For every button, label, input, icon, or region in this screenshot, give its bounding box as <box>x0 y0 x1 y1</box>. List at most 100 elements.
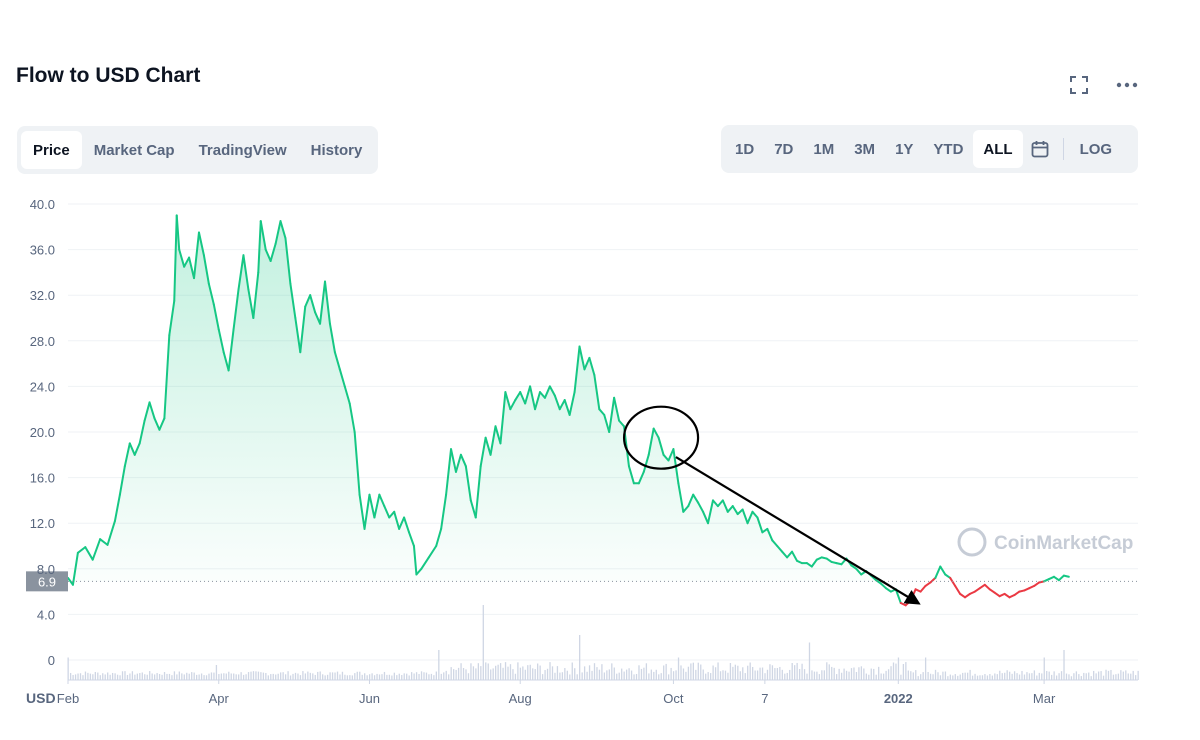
price-line-segment <box>138 419 146 445</box>
price-line-segment <box>484 436 492 456</box>
volume-bar <box>756 670 759 680</box>
price-line-segment <box>183 256 191 268</box>
volume-bar <box>667 674 670 680</box>
volume-bar <box>858 667 860 680</box>
volume-bar <box>831 666 833 680</box>
volume-bar <box>364 673 366 680</box>
price-line-segment <box>469 499 477 519</box>
volume-bar <box>344 674 346 680</box>
range-1d[interactable]: 1D <box>735 140 755 158</box>
price-line-segment <box>193 231 200 280</box>
log-toggle[interactable]: LOG <box>1079 140 1113 158</box>
volume-bar <box>791 662 793 680</box>
volume-bar <box>611 663 613 680</box>
price-line-segment <box>583 356 591 371</box>
range-1y[interactable]: 1Y <box>895 140 914 158</box>
volume-bar <box>67 657 69 680</box>
volume-bar <box>779 666 781 680</box>
price-line-segment <box>314 311 322 325</box>
volume-bar <box>455 669 457 680</box>
volume-bar <box>675 670 677 680</box>
volume-bar <box>601 664 603 680</box>
volume-bar <box>882 673 885 680</box>
volume-bar <box>1120 670 1122 680</box>
price-line-segment <box>954 584 962 595</box>
volume-bar <box>996 674 998 680</box>
calendar-icon[interactable] <box>1023 130 1057 168</box>
volume-bar <box>297 673 299 680</box>
volume-bar <box>339 674 341 680</box>
price-line-segment <box>76 546 87 554</box>
volume-bar <box>917 676 919 680</box>
tab-market-cap[interactable]: Market Cap <box>93 141 175 159</box>
volume-bar <box>586 671 588 680</box>
price-line-segment <box>274 220 282 245</box>
annotation-arrow <box>675 456 921 605</box>
volume-bar <box>1070 676 1073 680</box>
price-line-segment <box>84 546 94 561</box>
volume-bar <box>598 669 601 680</box>
price-line-segment <box>279 220 287 240</box>
volume-bar <box>467 673 470 680</box>
range-ytd[interactable]: YTD <box>933 140 964 158</box>
price-line-segment <box>934 565 942 579</box>
volume-bar <box>880 673 882 680</box>
volume-bar <box>838 668 840 680</box>
price-line-segment <box>677 482 685 513</box>
tab-price[interactable]: Price <box>21 131 82 169</box>
tab-tradingview[interactable]: TradingView <box>198 141 287 159</box>
volume-bar <box>289 675 292 680</box>
volume-bar <box>1127 673 1129 680</box>
volume-bar <box>1041 673 1043 680</box>
volume-bar <box>1135 675 1137 680</box>
volume-bar <box>1001 673 1003 680</box>
volume-bar <box>195 674 198 680</box>
volume-bar <box>747 665 749 680</box>
price-line-segment <box>825 557 833 563</box>
more-icon[interactable] <box>1116 74 1138 96</box>
volume-bar <box>532 668 534 680</box>
volume-bar <box>119 675 121 680</box>
volume-bar <box>319 671 321 680</box>
price-line-segment <box>524 385 532 405</box>
range-all[interactable]: ALL <box>973 130 1023 168</box>
volume-bar <box>1043 657 1045 680</box>
range-3m[interactable]: 3M <box>854 140 876 158</box>
volume-bar <box>813 671 816 680</box>
volume-bar <box>240 672 242 680</box>
volume-bar <box>111 672 114 680</box>
price-line-segment <box>123 442 131 468</box>
volume-bar <box>1058 673 1060 680</box>
tab-history[interactable]: History <box>310 141 363 159</box>
volume-bar <box>922 672 924 680</box>
page-title: Flow to USD Chart <box>16 64 201 87</box>
price-line-segment <box>358 493 366 530</box>
volume-bar <box>672 671 675 680</box>
volume-bar <box>178 671 181 680</box>
price-line-segment <box>662 453 670 462</box>
price-line-segment <box>1062 574 1070 578</box>
volume-bar <box>719 671 722 680</box>
fullscreen-icon[interactable] <box>1068 74 1090 96</box>
volume-bar <box>482 605 484 680</box>
volume-bar <box>141 672 143 680</box>
volume-bar <box>635 673 638 680</box>
range-7d[interactable]: 7D <box>774 140 794 158</box>
volume-bar <box>759 667 761 680</box>
volume-bar <box>868 674 870 680</box>
volume-bar <box>472 666 475 680</box>
price-line-segment <box>299 305 307 354</box>
volume-bar <box>616 673 618 680</box>
range-1m[interactable]: 1M <box>813 140 835 158</box>
volume-bar <box>623 671 625 680</box>
volume-bar <box>322 674 324 680</box>
volume-bar <box>640 668 643 680</box>
volume-bar <box>559 672 561 680</box>
volume-bar <box>576 674 578 680</box>
volume-bar <box>188 673 190 680</box>
price-line-segment <box>343 385 351 405</box>
volume-bar <box>764 673 766 680</box>
volume-bar <box>210 672 213 680</box>
volume-bar <box>949 674 951 680</box>
volume-bar <box>989 674 991 680</box>
